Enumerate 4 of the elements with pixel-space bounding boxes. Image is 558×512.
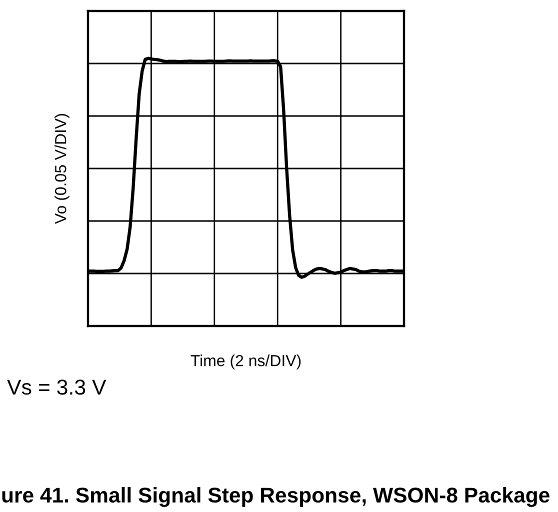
- text: ure 41. Small Signal Step Response, WSON-8 Package: [2, 487, 550, 507]
- y-axis-title: Vo (0.05 V/DIV): [54, 114, 70, 224]
- text: Vs = 3.3 V: [7, 380, 106, 395]
- x-axis-title: Time (2 ns/DIV): [190, 354, 301, 370]
